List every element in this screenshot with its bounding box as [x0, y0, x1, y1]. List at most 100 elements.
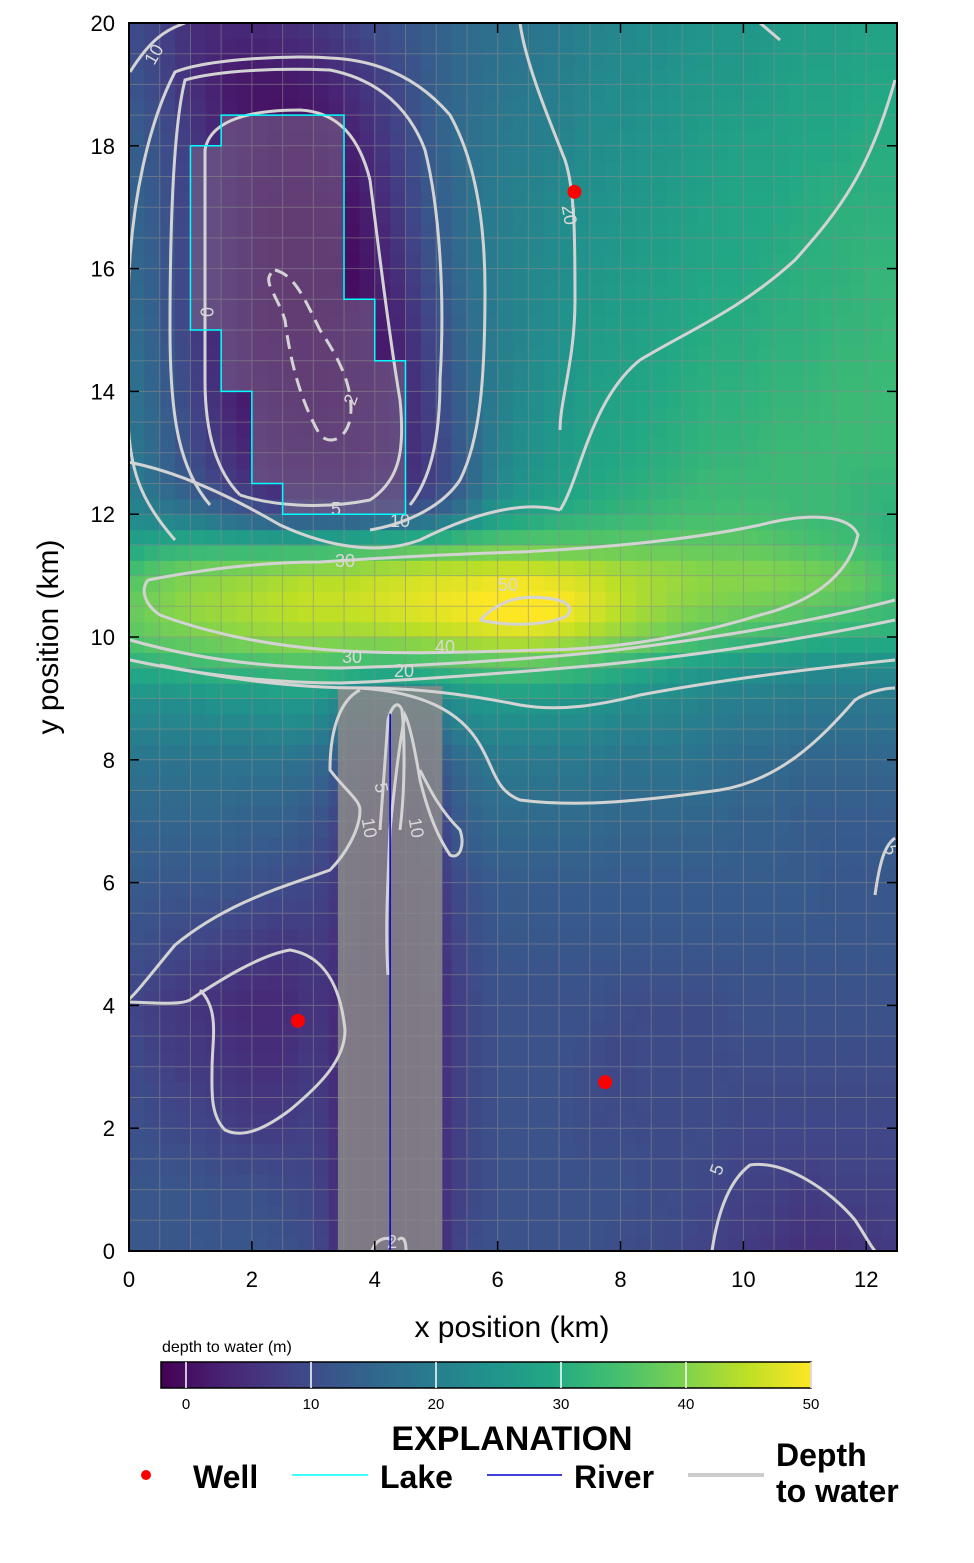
depth-cell — [758, 990, 775, 1006]
depth-cell — [420, 115, 437, 132]
depth-cell — [313, 1143, 330, 1160]
depth-cell — [297, 1204, 314, 1221]
depth-cell — [697, 161, 714, 178]
depth-cell — [850, 391, 867, 408]
depth-cell — [620, 821, 637, 838]
depth-cell — [205, 637, 222, 653]
depth-cell — [482, 330, 499, 346]
depth-cell — [451, 606, 468, 623]
depth-cell — [651, 990, 668, 1006]
depth-cell — [328, 560, 345, 577]
depth-cell — [405, 38, 422, 55]
depth-cell — [697, 1235, 714, 1251]
depth-cell — [620, 1235, 637, 1251]
depth-cell — [175, 237, 192, 254]
depth-cell — [374, 23, 391, 39]
depth-cell — [774, 1174, 791, 1191]
depth-cell — [850, 268, 867, 285]
depth-cell — [712, 590, 729, 607]
depth-cell — [635, 1158, 652, 1175]
depth-cell — [850, 974, 867, 991]
depth-cell — [543, 406, 560, 423]
depth-cell — [543, 23, 560, 39]
depth-cell — [605, 652, 622, 669]
depth-cell — [728, 606, 744, 623]
depth-cell — [359, 652, 376, 669]
depth-cell — [482, 698, 499, 715]
depth-cell — [313, 882, 330, 899]
depth-cell — [789, 575, 806, 592]
depth-cell — [651, 314, 668, 331]
depth-cell — [574, 237, 591, 254]
depth-cell — [574, 84, 591, 101]
depth-cell — [497, 637, 514, 653]
depth-cell — [451, 1189, 468, 1206]
depth-cell — [589, 759, 606, 776]
depth-cell — [543, 606, 560, 623]
depth-cell — [144, 544, 161, 561]
depth-cell — [804, 1128, 821, 1145]
depth-cell — [451, 376, 468, 392]
colorbar-tick-label: 10 — [303, 1396, 320, 1413]
depth-cell — [866, 851, 883, 868]
depth-cell — [205, 376, 222, 392]
depth-cell — [866, 1020, 883, 1037]
contour-label: 10 — [358, 816, 381, 839]
depth-cell — [835, 544, 852, 561]
depth-cell — [712, 38, 729, 55]
depth-cell — [129, 207, 145, 224]
depth-cell — [697, 437, 714, 454]
depth-cell — [574, 330, 591, 346]
depth-cell — [175, 268, 192, 285]
depth-cell — [881, 1174, 897, 1191]
depth-cell — [666, 698, 683, 715]
depth-cell — [835, 1235, 852, 1251]
depth-cell — [497, 1235, 514, 1251]
depth-cell — [574, 1143, 591, 1160]
depth-cell — [605, 1020, 622, 1037]
depth-cell — [651, 606, 668, 623]
depth-cell — [635, 514, 652, 531]
depth-cell — [466, 1189, 483, 1206]
depth-cell — [559, 84, 576, 101]
depth-cell — [251, 1143, 268, 1160]
depth-cell — [267, 713, 284, 730]
depth-cell — [881, 422, 897, 439]
depth-cell — [559, 1020, 576, 1037]
depth-cell — [405, 406, 422, 423]
depth-cell — [850, 69, 867, 85]
depth-cell — [559, 130, 576, 147]
depth-cell — [497, 376, 514, 392]
depth-cell — [681, 406, 698, 423]
depth-cell — [712, 698, 729, 715]
depth-cell — [666, 1158, 683, 1175]
depth-cell — [513, 867, 529, 884]
depth-cell — [390, 253, 407, 270]
depth-cell — [743, 882, 760, 899]
depth-cell — [666, 207, 683, 224]
depth-cell — [436, 422, 453, 439]
depth-cell — [712, 1036, 729, 1053]
depth-cell — [743, 1051, 760, 1068]
depth-cell — [497, 53, 514, 70]
depth-cell — [129, 1143, 145, 1160]
depth-cell — [175, 775, 192, 792]
depth-cell — [466, 1097, 483, 1114]
depth-cell — [866, 176, 883, 193]
depth-cell — [605, 1051, 622, 1068]
depth-cell — [835, 422, 852, 439]
depth-cell — [482, 222, 499, 239]
depth-cell — [712, 161, 729, 178]
depth-cell — [712, 330, 729, 346]
depth-cell — [620, 683, 637, 699]
depth-cell — [129, 145, 145, 162]
depth-cell — [820, 1204, 837, 1221]
depth-cell — [236, 544, 253, 561]
depth-cell — [789, 775, 806, 792]
depth-cell — [697, 207, 714, 224]
depth-cell — [251, 1066, 268, 1083]
depth-cell — [666, 38, 683, 55]
depth-cell — [712, 544, 729, 561]
depth-cell — [697, 1189, 714, 1206]
depth-cell — [681, 1143, 698, 1160]
